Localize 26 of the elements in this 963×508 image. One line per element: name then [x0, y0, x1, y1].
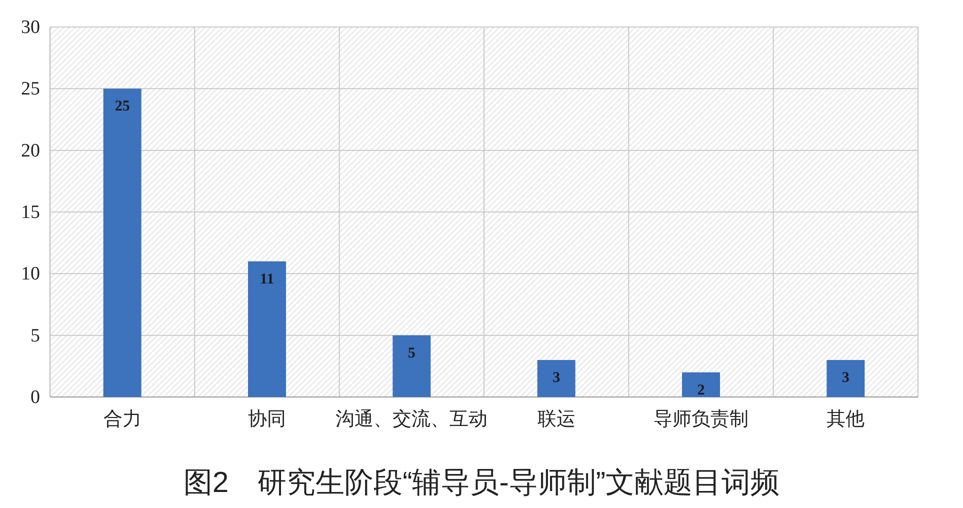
x-tick-label: 联运 — [537, 409, 576, 430]
y-tick-label: 30 — [21, 17, 40, 38]
y-tick-label: 15 — [21, 202, 40, 223]
data-label: 25 — [114, 98, 130, 115]
bar — [826, 360, 865, 397]
bar — [248, 261, 286, 397]
bar — [682, 372, 720, 397]
x-tick-label: 协同 — [248, 409, 286, 430]
x-tick-label: 沟通、交流、互动 — [336, 408, 488, 430]
data-label: 11 — [260, 271, 274, 288]
bar — [392, 335, 431, 397]
data-label: 2 — [697, 382, 705, 398]
y-tick-label: 0 — [30, 387, 40, 408]
y-tick-label: 5 — [30, 325, 40, 346]
y-tick-label: 20 — [21, 140, 40, 162]
x-tick-label: 其他 — [826, 409, 865, 430]
bar — [103, 88, 142, 397]
x-tick-label: 合力 — [103, 409, 142, 430]
data-label: 3 — [842, 370, 850, 386]
data-label: 5 — [408, 345, 416, 362]
data-label: 3 — [552, 370, 560, 386]
text: 图2 研究生阶段“辅导员-导师制”文献题目词频 — [183, 467, 780, 499]
y-tick-label: 10 — [21, 264, 40, 285]
x-tick-label: 导师负责制 — [654, 409, 748, 430]
y-tick-label: 25 — [21, 78, 40, 100]
bar — [537, 360, 576, 397]
